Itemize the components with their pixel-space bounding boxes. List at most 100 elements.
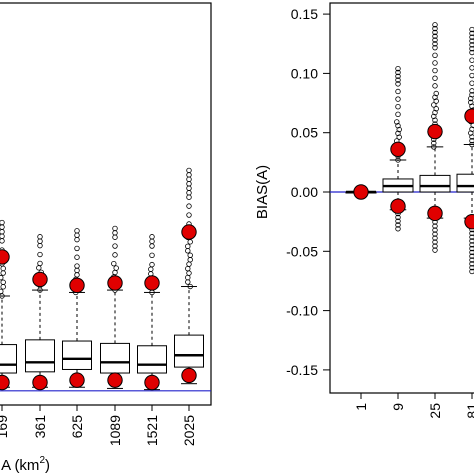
outlier-point <box>431 113 437 120</box>
mean-marker-lower <box>390 198 406 214</box>
outlier-point <box>186 181 192 187</box>
outlier-point <box>187 257 193 263</box>
outlier-point <box>432 75 438 81</box>
outlier-point <box>111 260 117 267</box>
outlier-point <box>469 45 474 52</box>
outlier-point <box>185 274 191 281</box>
x-tick-label: 1521 <box>144 415 160 446</box>
outlier-point <box>395 218 401 224</box>
outlier-point <box>0 219 5 226</box>
outlier-point <box>0 279 6 285</box>
mean-marker-lower <box>181 367 197 384</box>
outlier-point <box>149 252 155 259</box>
outlier-point <box>395 214 401 221</box>
plot-frame <box>329 2 474 394</box>
outlier-point <box>74 236 80 243</box>
outlier-point <box>469 92 474 98</box>
outlier-point <box>37 260 43 267</box>
outlier-point <box>36 265 42 271</box>
outlier-point <box>432 227 438 233</box>
right-boxplot-panel: 1 9 25 81 0.15 0.10 0.05 0.00 -0.05 -0.10 -0.15 BIA… <box>254 2 474 419</box>
x-tick-label: 361 <box>32 415 48 439</box>
outlier-point <box>395 130 401 137</box>
y-tick-label: 0.10 <box>291 65 318 81</box>
outlier-point <box>112 230 118 236</box>
outlier-point <box>112 269 118 276</box>
outlier-point <box>149 243 155 249</box>
outlier-point <box>394 119 400 125</box>
mean-marker-upper <box>390 141 406 158</box>
outlier-point <box>112 243 118 249</box>
outlier-point <box>432 37 438 43</box>
outlier-point <box>432 60 438 66</box>
outlier-point <box>395 96 401 102</box>
outlier-point <box>186 261 192 267</box>
outlier-point <box>469 261 474 267</box>
outlier-point <box>468 95 474 102</box>
outlier-point <box>395 77 401 83</box>
x-axis-label: A (km2) <box>1 455 50 474</box>
outlier-point <box>395 104 401 110</box>
box-iqr <box>137 345 167 374</box>
mean-marker-lower <box>0 374 10 391</box>
outlier-point <box>469 230 474 237</box>
outlier-point <box>185 279 191 285</box>
outlier-point <box>396 126 402 133</box>
box-iqr <box>419 174 451 193</box>
outlier-point <box>185 265 191 272</box>
outlier-point <box>469 138 474 144</box>
outlier-point <box>186 167 192 174</box>
box-iqr <box>100 342 130 374</box>
outlier-point <box>433 90 439 97</box>
mean-marker-lower <box>32 374 48 391</box>
outlier-point <box>469 42 474 48</box>
outlier-point <box>74 272 80 278</box>
mean-marker-upper <box>107 275 123 291</box>
outlier-point <box>432 33 438 39</box>
outlier-point <box>185 248 191 254</box>
outlier-point <box>0 224 5 230</box>
x-tick-label: 625 <box>69 415 85 439</box>
y-tick-label: 0.05 <box>291 125 318 141</box>
outlier-point <box>37 238 43 244</box>
outlier-point <box>469 72 474 79</box>
outlier-point <box>112 225 118 232</box>
outlier-point <box>433 106 439 112</box>
outlier-point <box>469 268 474 275</box>
outlier-point <box>469 126 474 132</box>
outlier-point <box>432 29 438 36</box>
box-361 <box>25 234 55 391</box>
outlier-point <box>432 22 438 28</box>
mean-marker-upper <box>353 184 369 200</box>
outlier-point <box>469 134 474 140</box>
mean-marker-upper <box>427 123 443 140</box>
outlier-point <box>469 80 474 86</box>
outlier-point <box>469 30 474 37</box>
outlier-point <box>0 274 4 281</box>
outlier-point <box>469 26 474 33</box>
outlier-point <box>432 247 438 253</box>
outlier-point <box>74 228 80 234</box>
outlier-point <box>431 140 437 146</box>
mean-marker-upper <box>464 108 474 124</box>
x-tick-label: 169 <box>0 415 10 439</box>
outlier-point <box>187 283 193 290</box>
outlier-point <box>468 99 474 106</box>
outlier-point <box>74 245 80 252</box>
outlier-point <box>431 144 437 150</box>
outlier-point <box>74 232 80 238</box>
outlier-point <box>395 222 401 228</box>
outlier-point <box>433 98 439 104</box>
outlier-point <box>395 81 401 87</box>
outlier-point <box>469 245 474 252</box>
outlier-point <box>187 239 193 245</box>
outlier-point <box>395 69 401 76</box>
outlier-point <box>149 261 155 268</box>
box-1 <box>345 184 377 200</box>
x-tick-label: 25 <box>427 403 443 419</box>
outlier-point <box>469 34 474 40</box>
outlier-point <box>37 251 43 258</box>
outlier-point <box>432 117 438 123</box>
outlier-point <box>469 249 474 256</box>
box-81 <box>456 26 474 275</box>
